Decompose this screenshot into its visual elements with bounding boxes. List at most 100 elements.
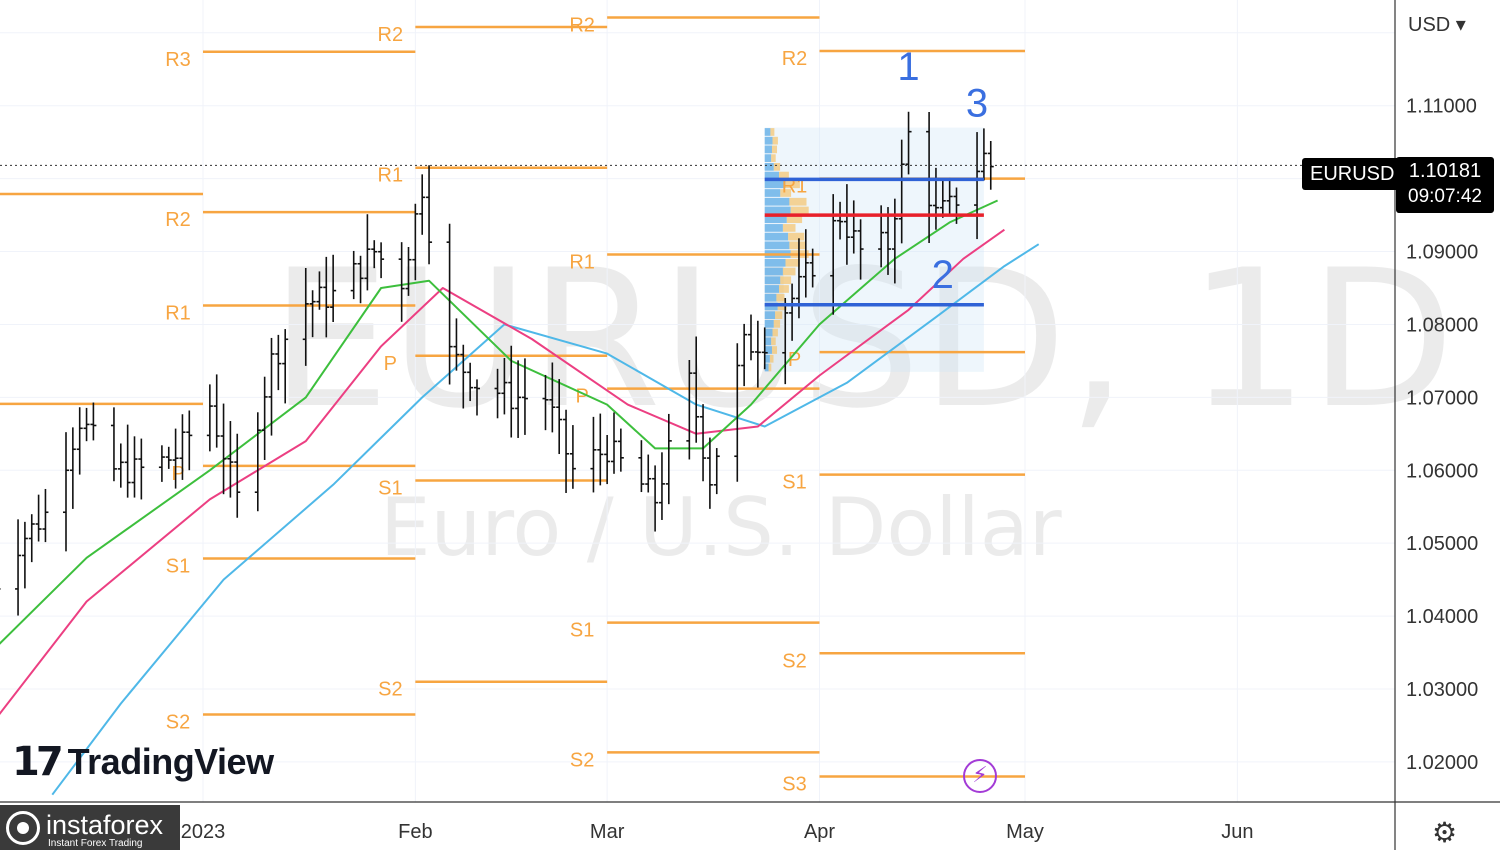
y-tick-label: 1.05000: [1406, 533, 1478, 555]
currency-selector[interactable]: USD ▾: [1408, 14, 1466, 36]
volume-profile-row: [764, 206, 791, 215]
x-tick-label: Feb: [398, 821, 432, 843]
sma-fast-line: [0, 199, 999, 645]
ohlc-bars: [0, 111, 994, 616]
symbol-tag: EURUSD: [1302, 158, 1403, 190]
tradingview-wordmark: TradingView: [67, 741, 274, 782]
pivot-label-s3: S3: [782, 773, 806, 795]
volume-profile-row: [773, 162, 781, 171]
volume-profile-row: [771, 145, 778, 154]
pivot-label-s2: S2: [166, 712, 190, 734]
instaforex-logo: instaforex Instant Forex Trading: [0, 805, 180, 850]
volume-profile-row: [789, 241, 807, 250]
volume-profile-row: [786, 215, 803, 224]
volume-profile-row: [790, 206, 809, 215]
volume-profile-row: [764, 258, 786, 267]
pivot-label-r1: R1: [569, 251, 595, 273]
volume-profile-row: [764, 171, 779, 180]
pivot-label-s2: S2: [782, 650, 806, 672]
volume-profile-row: [771, 154, 776, 162]
instaforex-icon: [6, 811, 40, 845]
last-price-tag: 1.10181 09:07:42: [1396, 157, 1494, 213]
y-tick-label: 1.02000: [1406, 752, 1478, 774]
y-tick-label: 1.08000: [1406, 314, 1478, 336]
pivot-label-s1: S1: [166, 555, 190, 577]
pivot-label-r1: R1: [378, 165, 404, 187]
volume-profile-row: [782, 267, 796, 276]
volume-profile-row: [764, 224, 783, 232]
volume-profile-row: [764, 293, 777, 302]
x-tick-label: Apr: [804, 821, 835, 843]
pivot-label-s2: S2: [570, 749, 594, 771]
y-tick-label: 1.09000: [1406, 242, 1478, 264]
volume-profile-row: [770, 128, 775, 136]
pivot-label-r1: R1: [165, 302, 191, 324]
volume-profile-row: [764, 276, 781, 285]
bar-countdown: 09:07:42: [1408, 186, 1482, 207]
volume-profile-row: [764, 215, 787, 224]
pivot-label-p: P: [788, 349, 801, 371]
volume-profile-row: [782, 224, 796, 232]
volume-profile-row: [771, 346, 778, 354]
pivot-levels: R3 R2 R1 P S1 S2 R2 R1 P S1 S2 R2 R1 P S1 S2 R2 R1 P S1 S2 S3: [0, 14, 1025, 795]
gear-icon[interactable]: ⚙: [1432, 817, 1458, 848]
wave-labels: 1 2 3: [897, 45, 988, 297]
pivot-label-s1: S1: [782, 472, 806, 494]
volume-profile-row: [771, 337, 776, 346]
x-tick-label: 2023: [181, 821, 226, 843]
tradingview-mark-icon: 17: [12, 739, 64, 785]
volume-profile-row: [764, 145, 772, 154]
pivot-label-s1: S1: [570, 620, 594, 642]
volume-profile-row: [764, 267, 783, 276]
volume-profile-row: [772, 328, 778, 337]
volume-profile-row: [764, 154, 772, 162]
pivot-label-r3: R3: [165, 49, 191, 71]
y-tick-label: 1.07000: [1406, 387, 1478, 409]
pivot-label-p: P: [384, 353, 397, 375]
pivot-label-p: P: [575, 386, 588, 408]
volume-profile-row: [764, 189, 781, 197]
volume-profile-row: [773, 319, 781, 328]
volume-profile-row: [764, 363, 769, 372]
key-levels: [764, 177, 984, 307]
pivot-label-r1: R1: [782, 176, 808, 198]
x-tick-label: Jun: [1221, 821, 1253, 843]
volume-profile-row: [764, 285, 779, 293]
volume-profile-row: [764, 241, 790, 250]
volume-profile-row: [764, 162, 774, 171]
volume-profile-row: [764, 180, 786, 189]
volume-profile-row: [769, 354, 774, 363]
pivot-label-r2: R2: [569, 14, 595, 36]
y-tick-label: 1.11000: [1406, 96, 1477, 118]
volume-profile-row: [789, 197, 807, 206]
volume-profile-row: [764, 311, 776, 319]
y-tick-label: 1.04000: [1406, 606, 1478, 628]
sma-mid-line: [0, 228, 1005, 716]
wave-label: 2: [932, 253, 954, 297]
volume-profile-row: [764, 319, 774, 328]
volume-profile-row: [764, 346, 772, 354]
last-price: 1.10181: [1408, 160, 1482, 182]
volume-profile-row: [764, 337, 772, 346]
volume-profile-row: [764, 136, 773, 145]
volume-profile-row: [764, 328, 773, 337]
instaforex-name: instaforex: [46, 810, 164, 840]
volume-profile-row: [775, 311, 783, 319]
volume-profile-row: [764, 128, 771, 136]
pivot-label-r2: R2: [165, 209, 191, 231]
volume-profile: [764, 127, 984, 372]
volume-profile-row: [772, 136, 778, 145]
pivot-label-r2: R2: [378, 24, 404, 46]
volume-profile-row: [768, 363, 772, 372]
y-tick-label: 1.03000: [1406, 679, 1478, 701]
tradingview-logo[interactable]: 17 TradingView: [12, 739, 274, 785]
lightning-icon[interactable]: ⚡: [963, 759, 997, 793]
volume-profile-row: [785, 258, 800, 267]
pivot-label-s1: S1: [378, 477, 402, 499]
instaforex-tagline: Instant Forex Trading: [48, 838, 143, 849]
volume-profile-row: [788, 232, 805, 241]
pivot-label-r2: R2: [782, 48, 808, 70]
volume-profile-row: [779, 285, 789, 293]
